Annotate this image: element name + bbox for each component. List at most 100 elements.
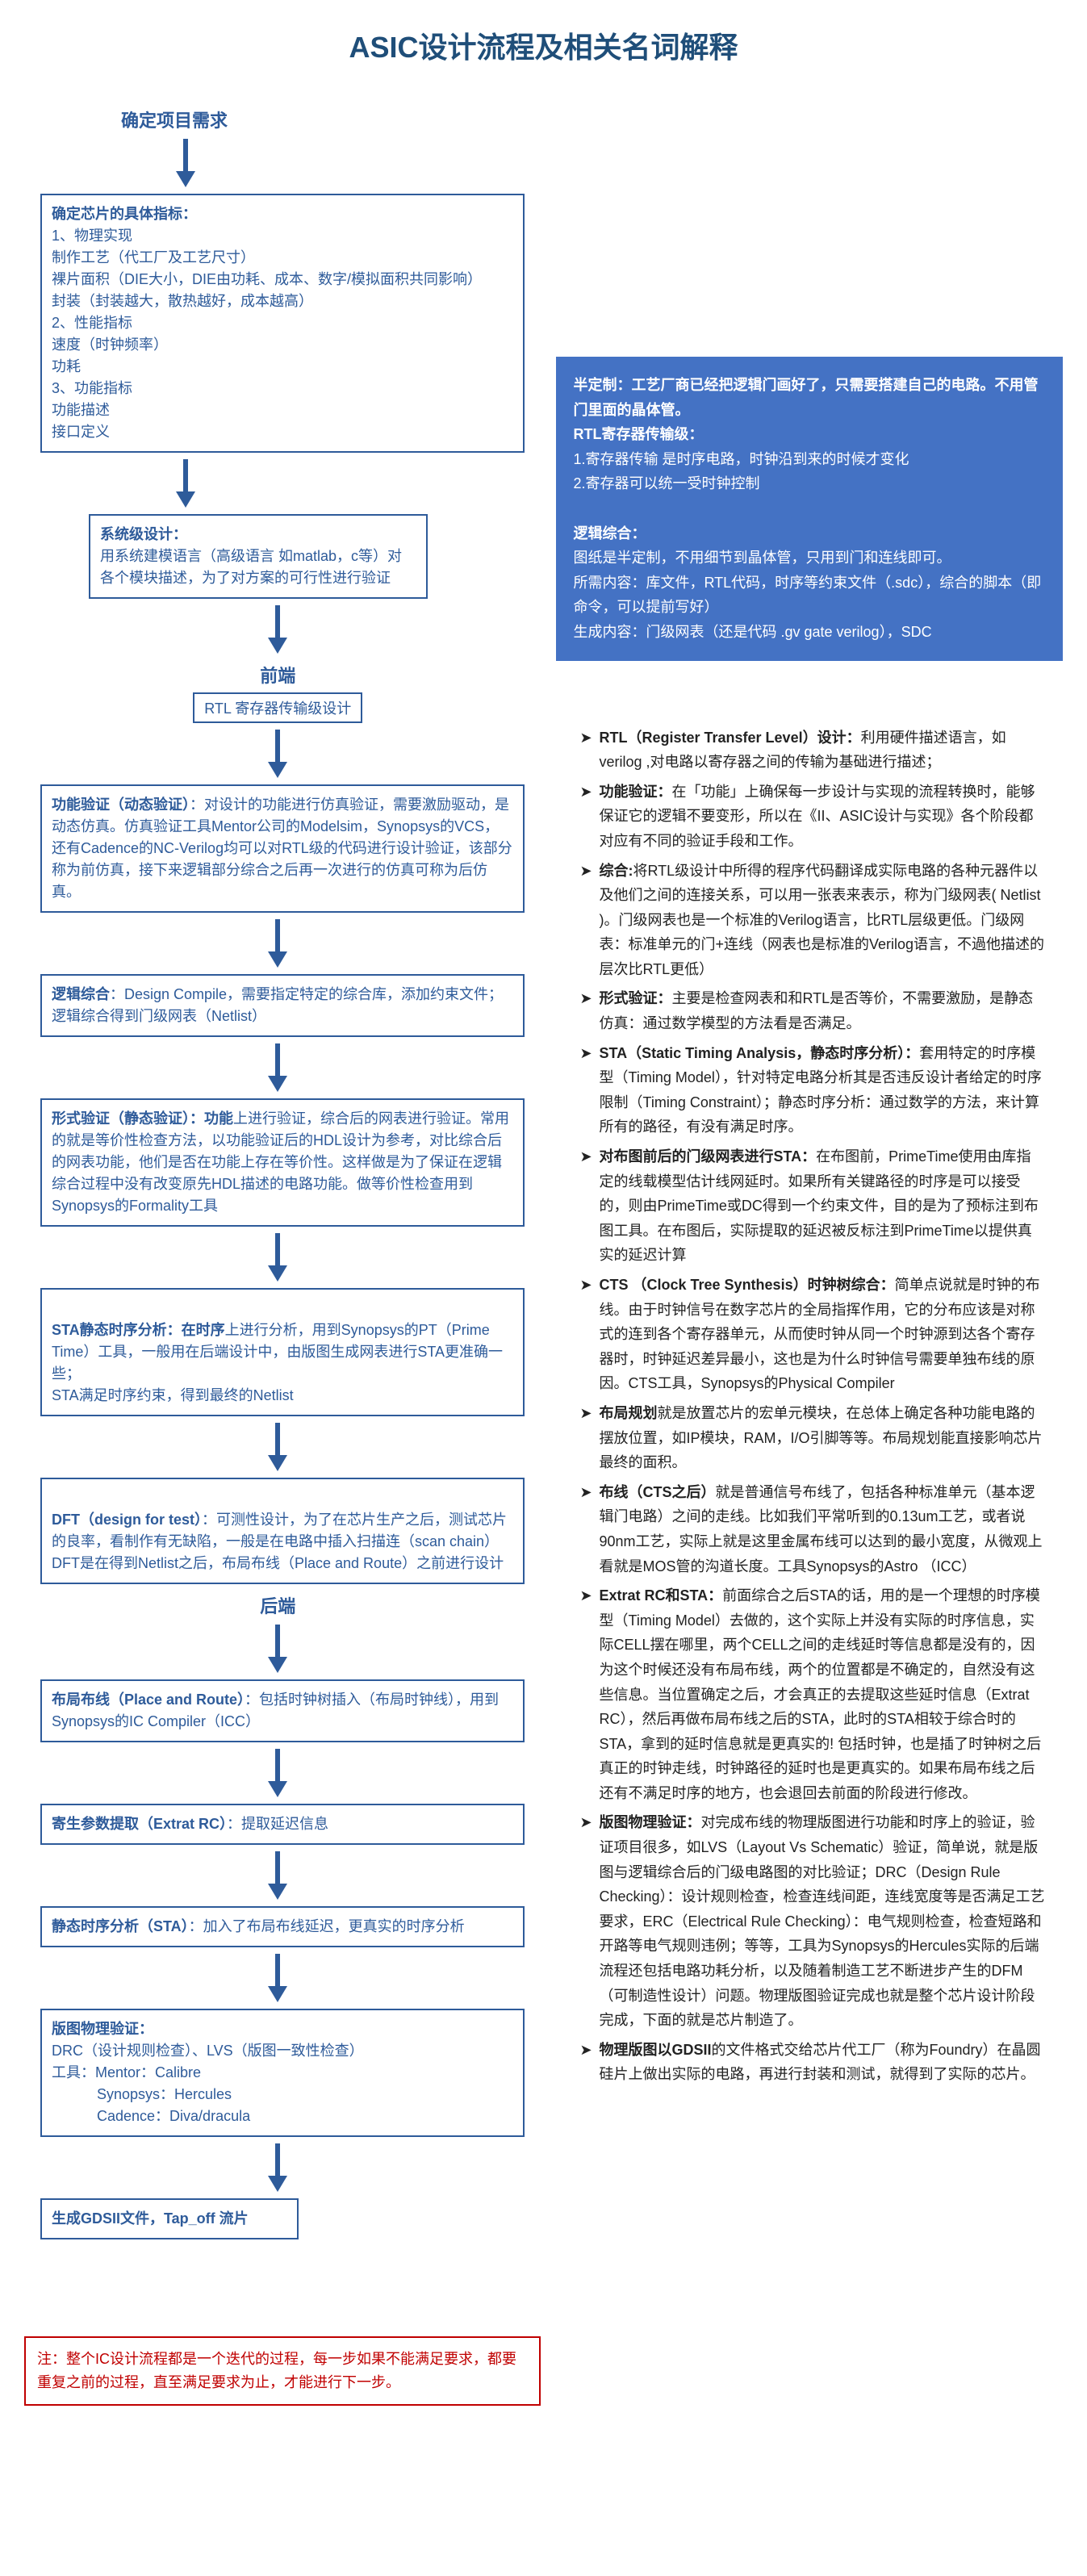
bp-line: 生成内容：门级网表（还是代码 .gv gate verilog），SDC	[574, 620, 1046, 645]
list-item: 物理版图以GDSII的文件格式交给芯片代工厂（称为Foundry）在晶圆硅片上做…	[580, 2038, 1046, 2087]
term: Extrat RC和STA：	[600, 1587, 723, 1604]
box-title: 功能验证（动态验证）	[52, 797, 190, 813]
term: RTL（Register Transfer Level）设计：	[600, 730, 861, 746]
chip-spec-box: 确定芯片的具体指标： 1、物理实现 制作工艺（代工厂及工艺尺寸） 裸片面积（DI…	[40, 194, 525, 453]
box-title: 静态时序分析（STA）	[52, 1918, 189, 1934]
bp-title: RTL寄存器传输级：	[574, 422, 1046, 447]
box-body: ：Design Compile，需要指定特定的综合库，添加约束文件；逻辑综合得到…	[52, 986, 503, 1024]
def: 对完成布线的物理版图进行功能和时序上的验证，验证项目很多，如LVS（Layout…	[600, 1814, 1045, 2028]
backend-label: 后端	[24, 1592, 532, 1618]
arrow-icon	[261, 1423, 294, 1471]
footer-warning-box: 注：整个IC设计流程都是一个迭代的过程，每一步如果不能满足要求，都要重复之前的过…	[24, 2336, 541, 2406]
arrow-icon	[261, 1043, 294, 1092]
term: 功能验证：	[600, 784, 672, 800]
def: 就是放置芯片的宏单元模块，在总体上确定各种功能电路的摆放位置，如IP模块，RAM…	[600, 1405, 1043, 1470]
main-container: 确定项目需求 确定芯片的具体指标： 1、物理实现 制作工艺（代工厂及工艺尺寸） …	[0, 98, 1087, 2239]
term: 形式验证：	[600, 990, 672, 1006]
arrow-icon	[261, 1954, 294, 2002]
box-title: 确定芯片的具体指标：	[52, 203, 513, 225]
bp-text: 半定制：工艺厂商已经把逻辑门画好了，只需要搭建自己的电路。不用管门里面的晶体管。	[574, 377, 1039, 418]
synthesis-box: 逻辑综合：Design Compile，需要指定特定的综合库，添加约束文件；逻辑…	[40, 974, 525, 1037]
pv-line: DRC（设计规则检查）、LVS（版图一致性检查）	[52, 2040, 513, 2062]
spec-line: 功能描述	[52, 399, 513, 421]
system-design-box: 系统级设计： 用系统建模语言（高级语言 如matlab，c等）对各个模块描述，为…	[89, 514, 428, 599]
term: 布局规划	[600, 1405, 658, 1421]
spec-line: 封装（封装越大，散热越好，成本越高）	[52, 291, 513, 312]
blue-info-panel: 半定制：工艺厂商已经把逻辑门画好了，只需要搭建自己的电路。不用管门里面的晶体管。…	[556, 357, 1064, 661]
rtl-box: RTL 寄存器传输级设计	[193, 692, 362, 723]
list-item: STA（Static Timing Analysis，静态时序分析）：套用特定的…	[580, 1041, 1046, 1140]
arrow-icon	[261, 1233, 294, 1282]
list-item: 综合:将RTL级设计中所得的程序代码翻译成实际电路的各种元器件以及他们之间的连接…	[580, 859, 1046, 982]
box-title: 布局布线（Place and Route）	[52, 1692, 245, 1708]
arrow-icon	[261, 605, 294, 654]
extract-rc-box: 寄生参数提取（Extrat RC）：提取延迟信息	[40, 1804, 525, 1845]
box-body: 用系统建模语言（高级语言 如matlab，c等）对各个模块描述，为了对方案的可行…	[100, 546, 416, 589]
arrow-icon	[261, 1851, 294, 1900]
arrow-icon	[261, 730, 294, 778]
place-route-box: 布局布线（Place and Route）：包括时钟树插入（布局时钟线），用到S…	[40, 1679, 525, 1742]
bp-title: 逻辑综合：	[574, 521, 1046, 546]
rtl-box-wrapper: RTL 寄存器传输级设计	[24, 692, 532, 723]
box-body: ：加入了布局布线延迟，更真实的时序分析	[189, 1918, 465, 1934]
spec-line: 速度（时钟频率）	[52, 334, 513, 356]
arrow-icon	[169, 459, 202, 508]
pv-line: Cadence：Diva/dracula	[97, 2106, 513, 2127]
term: 对布图前后的门级网表进行STA：	[600, 1148, 817, 1165]
box-title: 寄生参数提取（Extrat RC）	[52, 1816, 227, 1832]
term: CTS （Clock Tree Synthesis）时钟树综合：	[600, 1277, 895, 1293]
list-item: 对布图前后的门级网表进行STA：在布图前，PrimeTime使用由库指定的线载模…	[580, 1144, 1046, 1268]
dft-box: DFT（design for test）：可测性设计，为了在芯片生产之后，测试芯…	[40, 1478, 525, 1584]
list-item: 布线（CTS之后）就是普通信号布线了，包括各种标准单元（基本逻辑门电路）之间的走…	[580, 1480, 1046, 1579]
step1-label: 确定项目需求	[121, 107, 532, 132]
term: 布线（CTS之后）	[600, 1484, 716, 1500]
func-verify-box: 功能验证（动态验证）：对设计的功能进行仿真验证，需要激励驱动，是动态仿真。仿真验…	[40, 784, 525, 913]
bp-line: 2.寄存器可以统一受时钟控制	[574, 471, 1046, 496]
box-title: 形式验证（静态验证）：功能	[52, 1110, 233, 1127]
spec-line: 1、物理实现	[52, 225, 513, 247]
formal-verify-box: 形式验证（静态验证）：功能上进行验证，综合后的网表进行验证。常用的就是等价性检查…	[40, 1098, 525, 1227]
box-title: 系统级设计：	[100, 526, 187, 542]
glossary-list: RTL（Register Transfer Level）设计：利用硬件描述语言，…	[556, 709, 1064, 2108]
spec-line: 3、功能指标	[52, 378, 513, 399]
pv-line: Synopsys：Hercules	[97, 2084, 513, 2106]
notes-column: 半定制：工艺厂商已经把逻辑门画好了，只需要搭建自己的电路。不用管门里面的晶体管。…	[556, 98, 1064, 2108]
def: 简单点说就是时钟的布线。由于时钟信号在数字芯片的全局指挥作用，它的分布应该是对称…	[600, 1277, 1040, 1391]
sta2-box: 静态时序分析（STA）：加入了布局布线延迟，更真实的时序分析	[40, 1906, 525, 1947]
list-item: RTL（Register Transfer Level）设计：利用硬件描述语言，…	[580, 726, 1046, 775]
box-body: ：提取延迟信息	[227, 1816, 328, 1832]
frontend-label: 前端	[24, 662, 532, 688]
list-item: 形式验证：主要是检查网表和和RTL是否等价，不需要激励，是静态仿真：通过数学模型…	[580, 986, 1046, 1035]
spec-line: 2、性能指标	[52, 312, 513, 334]
def: 将RTL级设计中所得的程序代码翻译成实际电路的各种元器件以及他们之间的连接关系，…	[600, 863, 1045, 977]
spec-line: 裸片面积（DIE大小，DIE由功耗、成本、数字/模拟面积共同影响）	[52, 269, 513, 291]
arrow-icon	[169, 139, 202, 187]
arrow-icon	[261, 2143, 294, 2192]
def: 前面综合之后STA的话，用的是一个理想的时序模型（Timing Model）去做…	[600, 1587, 1042, 1801]
bp-line: 半定制：工艺厂商已经把逻辑门画好了，只需要搭建自己的电路。不用管门里面的晶体管。	[574, 373, 1046, 422]
bp-line: 所需内容：库文件，RTL代码，时序等约束文件（.sdc），综合的脚本（即命令，可…	[574, 571, 1046, 620]
term: 版图物理验证：	[600, 1814, 701, 1830]
phys-verify-box: 版图物理验证： DRC（设计规则检查）、LVS（版图一致性检查） 工具：Ment…	[40, 2009, 525, 2137]
spec-line: 制作工艺（代工厂及工艺尺寸）	[52, 247, 513, 269]
arrow-icon	[261, 1749, 294, 1797]
def: 在布图前，PrimeTime使用由库指定的线载模型估计线网延时。如果所有关键路径…	[600, 1148, 1039, 1263]
arrow-icon	[261, 1625, 294, 1673]
bp-line: 图纸是半定制，不用细节到晶体管，只用到门和连线即可。	[574, 546, 1046, 571]
flowchart-column: 确定项目需求 确定芯片的具体指标： 1、物理实现 制作工艺（代工厂及工艺尺寸） …	[24, 98, 532, 2239]
box-title: DFT（design for test）	[52, 1512, 202, 1528]
list-item: 版图物理验证：对完成布线的物理版图进行功能和时序上的验证，验证项目很多，如LVS…	[580, 1810, 1046, 2032]
box-title: STA静态时序分析：在时序	[52, 1322, 225, 1338]
sta-box: STA静态时序分析：在时序上进行分析，用到Synopsys的PT（Prime T…	[40, 1288, 525, 1416]
term: STA（Static Timing Analysis，静态时序分析）：	[600, 1045, 920, 1061]
list-item: CTS （Clock Tree Synthesis）时钟树综合：简单点说就是时钟…	[580, 1273, 1046, 1396]
gds-box: 生成GDSII文件，Tap_off 流片	[40, 2198, 299, 2239]
box-title: 逻辑综合	[52, 986, 110, 1002]
list-item: 功能验证：在「功能」上确保每一步设计与实现的流程转换时，能够保证它的逻辑不要变形…	[580, 780, 1046, 854]
arrow-icon	[261, 919, 294, 968]
spec-line: 接口定义	[52, 421, 513, 443]
pv-line: 工具：Mentor：Calibre	[52, 2062, 513, 2084]
box-title: 版图物理验证：	[52, 2018, 513, 2040]
list-item: 布局规划就是放置芯片的宏单元模块，在总体上确定各种功能电路的摆放位置，如IP模块…	[580, 1401, 1046, 1475]
spec-line: 功耗	[52, 356, 513, 378]
